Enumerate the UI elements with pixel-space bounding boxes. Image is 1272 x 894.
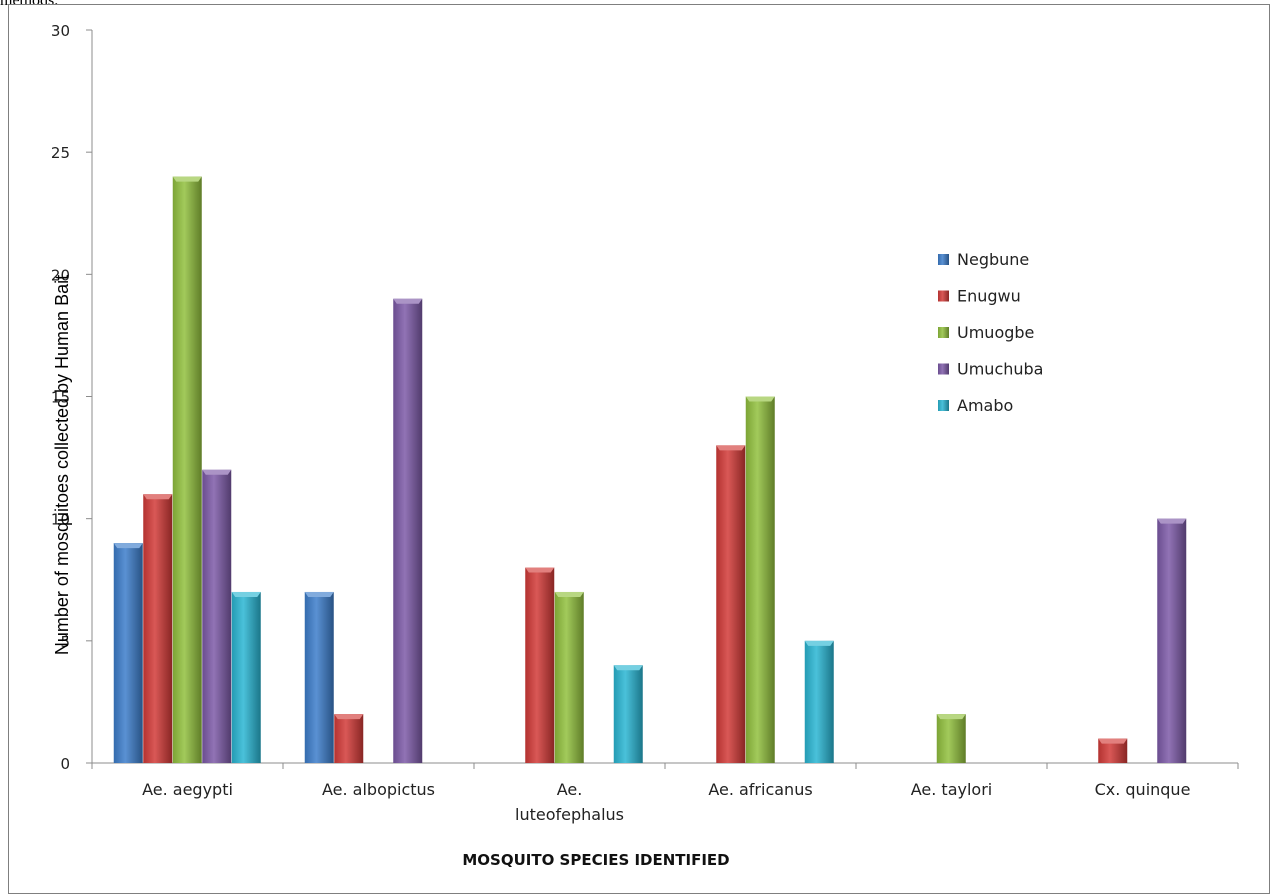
x-category-label: Cx. quinque (1095, 780, 1191, 799)
x-category-label: Ae. albopictus (322, 780, 435, 799)
legend-label: Umuchuba (957, 360, 1043, 379)
legend-swatch (938, 254, 949, 265)
bar-top-highlight (554, 591, 584, 597)
bar-top-highlight (613, 665, 643, 671)
bar-umuchuba-5 (1157, 518, 1187, 763)
y-tick-label: 10 (51, 511, 70, 529)
y-tick-label: 30 (51, 22, 70, 40)
bar-top-highlight (304, 591, 334, 597)
bar-top-highlight (172, 176, 202, 182)
bar-top-highlight (1098, 738, 1128, 744)
legend-label: Umuogbe (957, 323, 1034, 342)
bar-top-highlight (202, 469, 232, 475)
axes: 0 5 10 15 20 25 30 (51, 22, 1239, 773)
bar-top-highlight (334, 714, 364, 720)
legend-swatch (938, 290, 949, 302)
bar-amabo-0 (231, 591, 261, 763)
x-category-label: Ae. taylori (911, 780, 992, 799)
bar-umuogbe-4 (936, 714, 966, 763)
x-category-labels: Ae. aegypti Ae. albopictus Ae. luteofephalu… (142, 780, 1190, 824)
legend-swatch (938, 363, 949, 375)
y-tick-label: 15 (51, 389, 70, 407)
bar-amabo-2 (613, 665, 643, 763)
bar-top-highlight (113, 543, 143, 549)
bar-top-highlight (1157, 518, 1187, 524)
bar-top-highlight (393, 298, 423, 304)
x-category-label: Ae. aegypti (142, 780, 233, 799)
x-axis-label: MOSQUITO SPECIES IDENTIFIED (462, 851, 729, 869)
bar-amabo-3 (804, 640, 834, 763)
bar-top-highlight (716, 445, 746, 451)
bar-top-highlight (804, 640, 834, 646)
y-axis-label: Number of mosquitoes collected by Human … (52, 275, 72, 655)
legend: Negbune Enugwu Umuogbe Umuchuba Amabo (938, 250, 1043, 415)
bar-umuogbe-2 (554, 591, 584, 763)
legend-swatch (938, 327, 949, 338)
legend-label: Amabo (957, 396, 1013, 415)
legend-label: Negbune (957, 250, 1029, 269)
bar-umuogbe-3 (745, 396, 775, 763)
bar-top-highlight (745, 396, 775, 402)
bar-enugwu-1 (334, 714, 364, 763)
bar-top-highlight (936, 714, 966, 720)
x-category-label: Ae. africanus (708, 780, 812, 799)
bar-umuogbe-0 (172, 176, 202, 764)
bar-umuchuba-1 (393, 298, 423, 763)
x-category-label: luteofephalus (515, 805, 624, 824)
bar-top-highlight (143, 494, 173, 500)
y-tick-label: 20 (51, 266, 70, 284)
bar-negbune-1 (304, 591, 334, 763)
bar-enugwu-2 (525, 567, 555, 763)
bar-enugwu-3 (716, 445, 746, 763)
y-tick-label: 25 (51, 144, 70, 162)
bar-umuchuba-0 (202, 469, 232, 763)
bar-negbune-0 (113, 543, 143, 763)
bars (113, 176, 1187, 764)
bar-enugwu-0 (143, 494, 173, 763)
legend-swatch (938, 400, 949, 411)
y-tick-label: 0 (60, 755, 70, 773)
legend-label: Enugwu (957, 287, 1021, 306)
bar-top-highlight (525, 567, 555, 573)
x-category-label: Ae. (557, 780, 583, 799)
y-tick-label: 5 (60, 633, 70, 651)
bar-top-highlight (231, 591, 261, 597)
